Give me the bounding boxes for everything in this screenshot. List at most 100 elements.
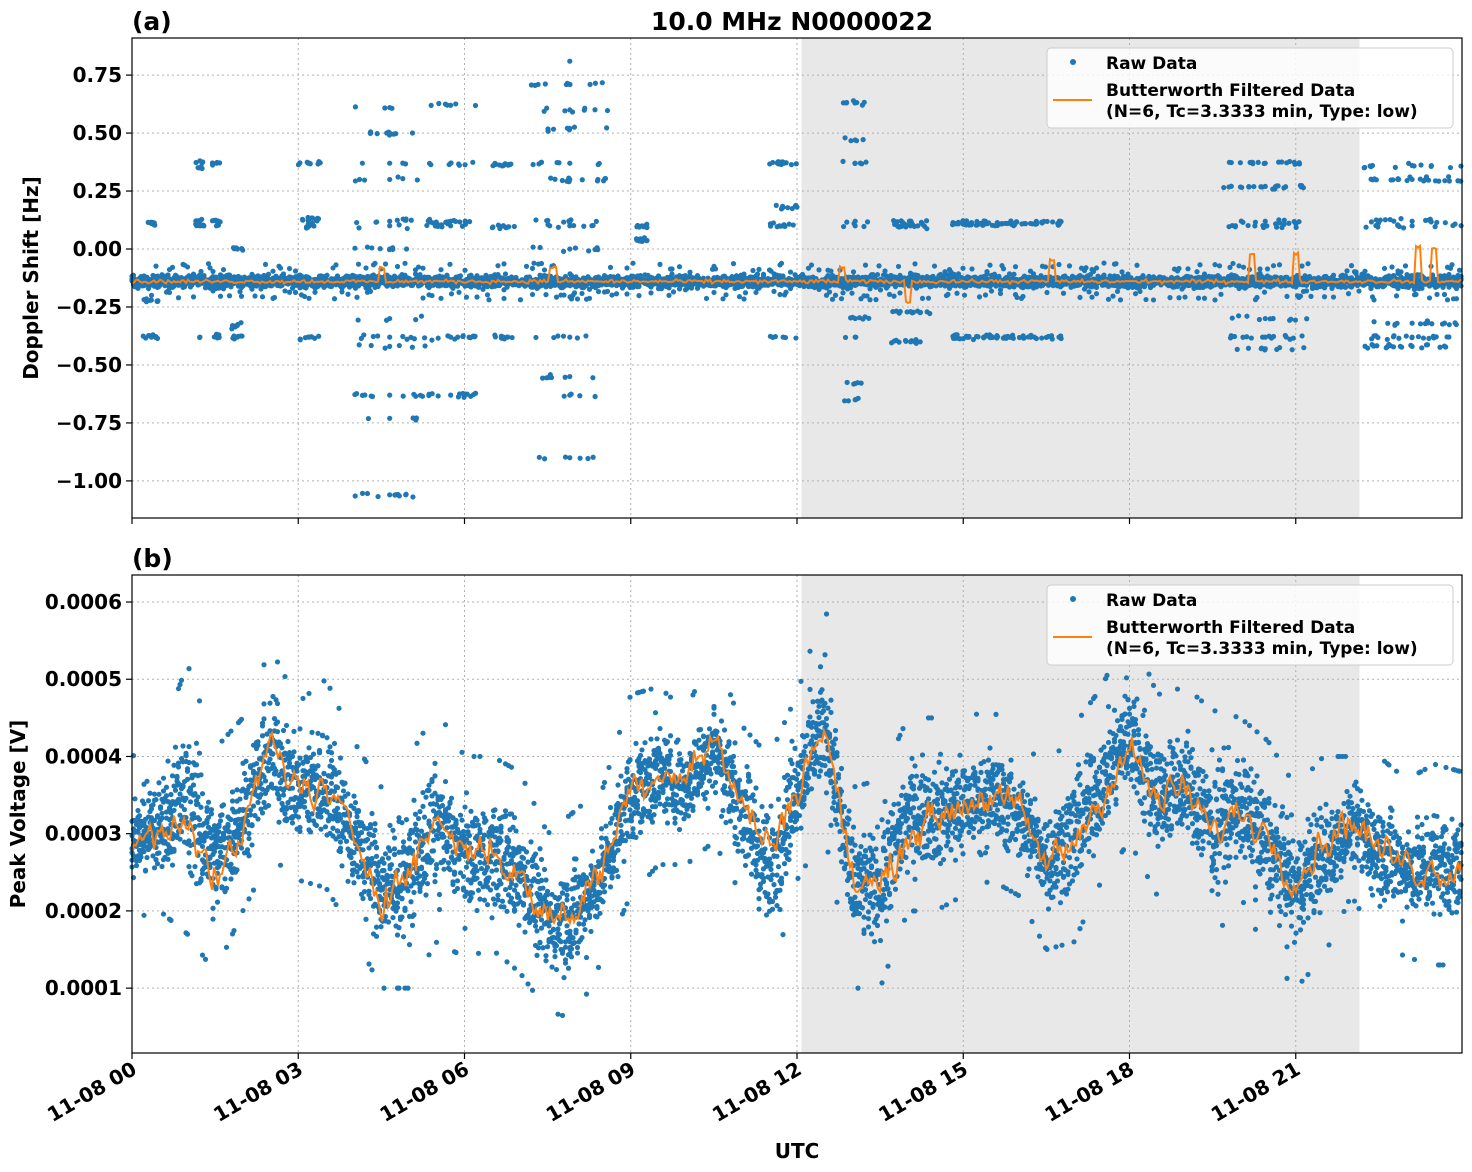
raw-outlier-point bbox=[143, 296, 150, 302]
raw-outlier-point bbox=[229, 322, 236, 329]
raw-outlier-point bbox=[1240, 219, 1246, 225]
raw-outlier-point bbox=[852, 334, 858, 340]
raw-outlier-point bbox=[552, 176, 558, 182]
raw-point bbox=[624, 291, 630, 297]
raw-outlier-point bbox=[448, 223, 454, 229]
raw-point bbox=[1353, 269, 1359, 275]
raw-outlier-point bbox=[392, 492, 398, 498]
raw-point bbox=[190, 294, 197, 300]
raw-outlier-point bbox=[1388, 177, 1394, 183]
raw-point bbox=[1458, 283, 1464, 289]
raw-point bbox=[420, 295, 426, 301]
raw-point bbox=[1444, 297, 1451, 303]
raw-point bbox=[372, 260, 378, 266]
raw-outlier-point bbox=[442, 101, 448, 107]
raw-point bbox=[669, 271, 675, 277]
raw-point bbox=[568, 273, 575, 279]
raw-outlier-point bbox=[213, 218, 220, 224]
raw-point bbox=[198, 268, 204, 275]
y-tick-label: 0.00 bbox=[73, 237, 122, 261]
raw-outlier-point bbox=[492, 161, 498, 167]
raw-outlier-point bbox=[604, 107, 611, 114]
raw-point bbox=[753, 289, 759, 296]
raw-outlier-point bbox=[400, 176, 406, 182]
raw-outlier-point bbox=[842, 334, 849, 341]
raw-outlier-point bbox=[240, 247, 246, 253]
raw-outlier-point bbox=[1050, 219, 1056, 225]
raw-outlier-point bbox=[634, 236, 640, 242]
raw-outlier-point bbox=[1274, 224, 1280, 230]
raw-point bbox=[954, 290, 960, 296]
raw-point bbox=[1093, 265, 1100, 271]
raw-outlier-point bbox=[1397, 343, 1403, 349]
raw-outlier-point bbox=[387, 492, 393, 498]
raw-outlier-point bbox=[786, 221, 792, 227]
raw-outlier-point bbox=[413, 393, 419, 399]
raw-outlier-point bbox=[453, 101, 459, 107]
raw-outlier-point bbox=[356, 225, 362, 231]
raw-point bbox=[226, 272, 233, 278]
raw-outlier-point bbox=[359, 490, 366, 496]
raw-point bbox=[394, 263, 401, 270]
raw-outlier-point bbox=[567, 373, 573, 380]
raw-point bbox=[147, 790, 153, 796]
raw-outlier-point bbox=[900, 219, 906, 226]
raw-outlier-point bbox=[387, 315, 393, 322]
raw-point bbox=[133, 862, 140, 869]
raw-outlier-point bbox=[1279, 159, 1285, 165]
raw-point bbox=[1453, 296, 1460, 302]
raw-point bbox=[324, 272, 330, 278]
raw-outlier-point bbox=[428, 162, 434, 168]
raw-point bbox=[919, 295, 926, 301]
raw-outlier-point bbox=[590, 375, 596, 381]
raw-outlier-point bbox=[414, 177, 420, 183]
raw-outlier-point bbox=[1371, 319, 1377, 325]
raw-point bbox=[987, 262, 993, 268]
y-tick-label: −1.00 bbox=[56, 469, 122, 493]
raw-outlier-point bbox=[538, 159, 545, 165]
raw-outlier-point bbox=[1262, 218, 1268, 224]
raw-outlier-point bbox=[1361, 165, 1367, 171]
y-tick-label: 0.0006 bbox=[45, 590, 122, 614]
raw-outlier-point bbox=[1245, 345, 1252, 351]
raw-point bbox=[750, 267, 756, 274]
raw-outlier-point bbox=[954, 221, 960, 227]
raw-outlier-point bbox=[1232, 224, 1238, 230]
raw-outlier-point bbox=[530, 161, 536, 168]
raw-outlier-point bbox=[1226, 224, 1232, 230]
raw-outlier-point bbox=[1417, 176, 1423, 182]
raw-outlier-point bbox=[1237, 184, 1244, 190]
raw-point bbox=[579, 290, 585, 297]
raw-point bbox=[1132, 291, 1139, 297]
raw-outlier-point bbox=[1395, 222, 1401, 229]
raw-point bbox=[1434, 291, 1440, 297]
raw-outlier-point bbox=[1234, 346, 1240, 352]
raw-point bbox=[945, 291, 951, 297]
raw-point bbox=[262, 261, 269, 268]
raw-point bbox=[462, 267, 468, 273]
raw-outlier-point bbox=[1056, 219, 1062, 225]
raw-outlier-point bbox=[903, 224, 909, 230]
raw-point bbox=[1402, 263, 1409, 269]
raw-point bbox=[1212, 297, 1218, 303]
raw-point bbox=[1020, 293, 1026, 300]
raw-outlier-point bbox=[567, 125, 573, 132]
raw-point bbox=[874, 271, 881, 278]
raw-outlier-point bbox=[536, 454, 542, 460]
raw-outlier-point bbox=[567, 455, 573, 461]
raw-point bbox=[355, 261, 362, 267]
raw-outlier-point bbox=[994, 333, 1000, 339]
raw-point bbox=[823, 292, 830, 298]
raw-outlier-point bbox=[908, 223, 914, 229]
raw-point bbox=[219, 273, 225, 279]
raw-point bbox=[265, 271, 272, 277]
raw-outlier-point bbox=[295, 162, 302, 168]
raw-outlier-point bbox=[917, 309, 924, 315]
raw-outlier-point bbox=[448, 392, 454, 398]
raw-outlier-point bbox=[1403, 333, 1409, 339]
raw-point bbox=[333, 262, 339, 268]
raw-outlier-point bbox=[600, 178, 607, 184]
raw-point bbox=[1176, 265, 1182, 272]
raw-point bbox=[561, 292, 567, 298]
